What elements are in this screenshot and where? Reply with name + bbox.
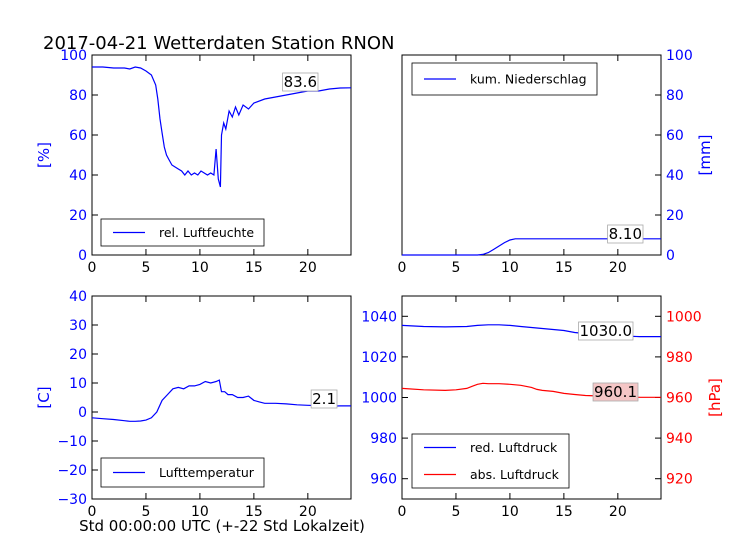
x-tick-label: 20 bbox=[609, 504, 627, 520]
current-value-label: 83.6 bbox=[284, 73, 317, 91]
y-tick-label: 100 bbox=[666, 48, 693, 64]
series-line-rel-luftfeuchte bbox=[92, 66, 352, 188]
x-tick-label: 5 bbox=[141, 260, 150, 276]
y2-tick-label: 920 bbox=[666, 472, 693, 488]
y-tick-label: 60 bbox=[666, 128, 684, 144]
figure-title: 2017-04-21 Wetterdaten Station RNON bbox=[43, 33, 394, 54]
x-tick-label: 15 bbox=[555, 260, 573, 276]
x-tick-label: 10 bbox=[191, 260, 209, 276]
y2-tick-label: 960 bbox=[666, 391, 693, 407]
precipitation-legend: kum. Niederschlag bbox=[411, 62, 598, 96]
legend-box bbox=[411, 433, 570, 489]
y-tick-label: 40 bbox=[69, 168, 87, 184]
current-value-label: 8.10 bbox=[609, 225, 642, 243]
y-tick-label: 30 bbox=[69, 318, 87, 334]
x-tick-label: 10 bbox=[191, 504, 209, 520]
current-value-box bbox=[607, 224, 644, 244]
y-tick-label: 40 bbox=[666, 168, 684, 184]
pressure-panel: 0 5 10 15 20 960 980 1000 1020 1040 920 940 960 980 10… bbox=[361, 295, 724, 520]
y-tick-label: 40 bbox=[69, 289, 87, 305]
humidity-legend: rel. Luftfeuchte bbox=[100, 218, 265, 247]
y-tick-label: 20 bbox=[666, 208, 684, 224]
current-value-label: 960.1 bbox=[594, 383, 637, 401]
x-tick-label: 0 bbox=[398, 504, 407, 520]
temperature-legend: Lufttemperatur bbox=[100, 457, 265, 488]
humidity-plot-frame bbox=[91, 54, 352, 256]
y-tick-label: 1000 bbox=[361, 391, 397, 407]
x-axis-label: Std 00:00:00 UTC (+-22 Std Lokalzeit) bbox=[79, 517, 365, 535]
pressure-y2-axis-label: [hPa] bbox=[706, 378, 724, 417]
x-tick-label: 5 bbox=[451, 504, 460, 520]
y-tick-label: 980 bbox=[370, 431, 397, 447]
x-tick-label: 0 bbox=[398, 260, 407, 276]
precipitation-plot-frame bbox=[401, 54, 662, 256]
precipitation-y-axis-label: [mm] bbox=[696, 135, 714, 176]
y-tick-label: 60 bbox=[69, 128, 87, 144]
y-tick-label: −30 bbox=[57, 492, 87, 508]
x-tick-label: 5 bbox=[451, 260, 460, 276]
current-value-label: 1030.0 bbox=[580, 322, 633, 340]
y-tick-label: 960 bbox=[370, 472, 397, 488]
y-tick-label: 80 bbox=[666, 88, 684, 104]
y-tick-label: 100 bbox=[60, 48, 87, 64]
x-tick-label: 5 bbox=[141, 504, 150, 520]
temperature-y-axis-label: [C] bbox=[35, 386, 53, 408]
precipitation-panel: 0 5 10 15 20 0 20 40 60 80 100 [mm] kum. Niederschla… bbox=[398, 48, 714, 276]
y-tick-label: −10 bbox=[57, 434, 87, 450]
current-value-box bbox=[578, 321, 634, 341]
y-tick-label: 0 bbox=[666, 248, 675, 264]
x-tick-label: 20 bbox=[299, 260, 317, 276]
y-tick-label: 20 bbox=[69, 347, 87, 363]
y2-tick-label: 940 bbox=[666, 431, 693, 447]
current-value-label: 2.1 bbox=[312, 390, 336, 408]
pressure-legend: red. Luftdruck abs. Luftdruck bbox=[411, 433, 570, 489]
temperature-plot-frame bbox=[91, 295, 352, 500]
x-tick-label: 15 bbox=[555, 504, 573, 520]
y-tick-label: −20 bbox=[57, 463, 87, 479]
x-tick-label: 15 bbox=[245, 504, 263, 520]
y-tick-label: 0 bbox=[78, 248, 87, 264]
x-tick-label: 20 bbox=[299, 504, 317, 520]
x-tick-label: 0 bbox=[88, 260, 97, 276]
y-tick-label: 80 bbox=[69, 88, 87, 104]
y-tick-label: 0 bbox=[78, 405, 87, 421]
y2-tick-label: 980 bbox=[666, 350, 693, 366]
x-tick-label: 10 bbox=[501, 260, 519, 276]
current-value-box bbox=[282, 72, 319, 92]
series-line-lufttemperatur bbox=[91, 379, 351, 422]
legend-label-abs-luftdruck: abs. Luftdruck bbox=[470, 467, 560, 482]
legend-label-rel-luftfeuchte: rel. Luftfeuchte bbox=[159, 225, 254, 240]
y-tick-label: 10 bbox=[69, 376, 87, 392]
current-value-box bbox=[310, 389, 338, 409]
legend-label-lufttemperatur: Lufttemperatur bbox=[159, 465, 255, 480]
x-tick-label: 0 bbox=[88, 504, 97, 520]
temperature-panel: 0 5 10 15 20 −30 −20 −10 0 10 20 30 40 [C] Lufttempera… bbox=[35, 289, 352, 520]
legend-label-red-luftdruck: red. Luftdruck bbox=[470, 440, 558, 455]
legend-label-kum-niederschlag: kum. Niederschlag bbox=[470, 72, 587, 87]
x-tick-label: 10 bbox=[501, 504, 519, 520]
y2-tick-label: 1000 bbox=[666, 309, 702, 325]
series-line-kum-niederschlag bbox=[402, 238, 661, 256]
humidity-panel: 0 5 10 15 20 0 20 40 60 80 100 [%] rel. Luftfeuchte 8… bbox=[35, 48, 352, 276]
y-tick-label: 20 bbox=[69, 208, 87, 224]
y-tick-label: 1020 bbox=[361, 350, 397, 366]
y-tick-label: 1040 bbox=[361, 309, 397, 325]
humidity-y-axis-label: [%] bbox=[35, 142, 53, 168]
x-tick-label: 20 bbox=[609, 260, 627, 276]
current-value-box bbox=[592, 382, 639, 402]
x-tick-label: 15 bbox=[245, 260, 263, 276]
